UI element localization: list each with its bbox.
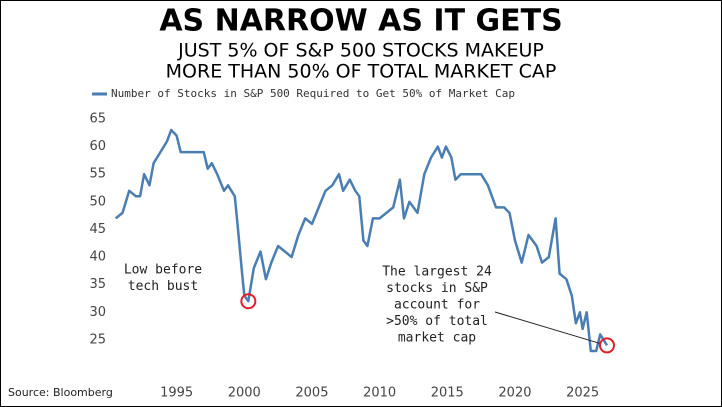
legend-label: Number of Stocks in S&P 500 Required to …	[111, 87, 515, 100]
y-tick-label: 25	[89, 332, 106, 347]
x-tick-label: 2025	[566, 386, 599, 401]
x-tick-label: 2020	[498, 386, 531, 401]
y-tick-label: 40	[89, 250, 106, 265]
annotation-text: market cap	[398, 331, 476, 346]
annotation-text: Low before	[124, 263, 202, 278]
x-tick-label: 2010	[363, 386, 396, 401]
y-tick-label: 60	[89, 139, 106, 154]
x-tick-label: 2015	[431, 386, 464, 401]
series-line	[114, 128, 609, 353]
annotation-text: >50% of total	[386, 314, 488, 329]
y-tick-label: 65	[89, 111, 106, 126]
chart-subtitle: JUST 5% OF S&P 500 STOCKS MAKEUP	[177, 40, 544, 62]
annotation-circle	[598, 337, 615, 354]
chart-subtitle: MORE THAN 50% OF TOTAL MARKET CAP	[166, 61, 557, 83]
annotation-text: account for	[394, 298, 480, 313]
y-tick-label: 55	[89, 167, 106, 182]
annotation-text: tech bust	[128, 279, 198, 294]
y-tick-label: 45	[89, 222, 106, 237]
y-tick-label: 50	[89, 194, 106, 209]
annotation-text: The largest 24	[382, 265, 492, 280]
x-tick-label: 2005	[295, 386, 328, 401]
y-tick-label: 35	[89, 277, 106, 292]
source: Source: Bloomberg	[8, 386, 113, 399]
annotation-text: stocks in S&P	[386, 281, 488, 296]
x-tick-label: 2000	[228, 386, 261, 401]
annotation-circle	[240, 293, 257, 310]
x-tick-label: 1995	[160, 386, 193, 401]
y-tick-label: 30	[89, 305, 106, 320]
chart-title: AS NARROW AS IT GETS	[159, 4, 562, 39]
annotation-connector	[494, 311, 601, 344]
